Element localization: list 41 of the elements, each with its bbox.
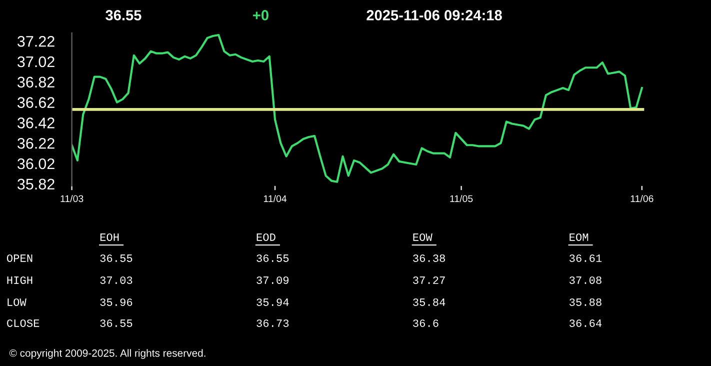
text: EOH [100, 233, 119, 241]
text: © copyright 2009-2025. All rights reserved. [9, 349, 206, 359]
chart-title: 36.55 [106, 10, 142, 20]
text: EOD [256, 233, 276, 241]
y-tick-label: 37.22 [18, 36, 54, 47]
y-tick-label: 36.22 [18, 138, 54, 149]
text: 36.61 [569, 254, 602, 262]
text: 2025-11-06 09:24:18 [366, 10, 502, 20]
text: 36.6 [413, 319, 438, 327]
x-tick-label: 11/04 [264, 194, 287, 202]
text: 35.94 [256, 298, 289, 306]
chart-subtitle: +0 [253, 10, 268, 20]
text: 36.55 [100, 254, 132, 262]
text: EOM [570, 233, 588, 241]
text: 35.96 [100, 298, 132, 306]
x-tick-label: 11/05 [450, 194, 473, 202]
y-tick-label: 36.42 [18, 118, 54, 128]
text: 37.27 [413, 276, 445, 284]
text: OPEN [6, 254, 32, 262]
text: 37.09 [256, 276, 289, 284]
text: 35.84 [413, 298, 446, 306]
y-tick-label: 36.82 [18, 76, 54, 88]
text: 36.73 [256, 319, 289, 327]
text: 37.08 [569, 276, 602, 284]
text: 36.55 [100, 319, 132, 327]
text: CLOSE [7, 319, 40, 327]
y-tick-label: 35.82 [18, 178, 54, 190]
text: 36.38 [413, 254, 445, 262]
text: HIGH [7, 276, 32, 284]
text: 37.03 [100, 276, 132, 284]
text: 36.64 [569, 319, 602, 327]
x-tick-label: 11/06 [630, 194, 654, 202]
y-tick-label: 37.02 [18, 56, 54, 68]
text: EOW [413, 233, 432, 241]
line-series [72, 34, 643, 183]
text: LOW [8, 298, 26, 306]
y-tick-label: 36.02 [18, 158, 54, 170]
y-tick-label: 36.62 [18, 97, 54, 108]
text: 35.88 [569, 298, 602, 306]
text: 36.55 [256, 254, 289, 262]
x-tick-label: 11/03 [60, 194, 84, 202]
